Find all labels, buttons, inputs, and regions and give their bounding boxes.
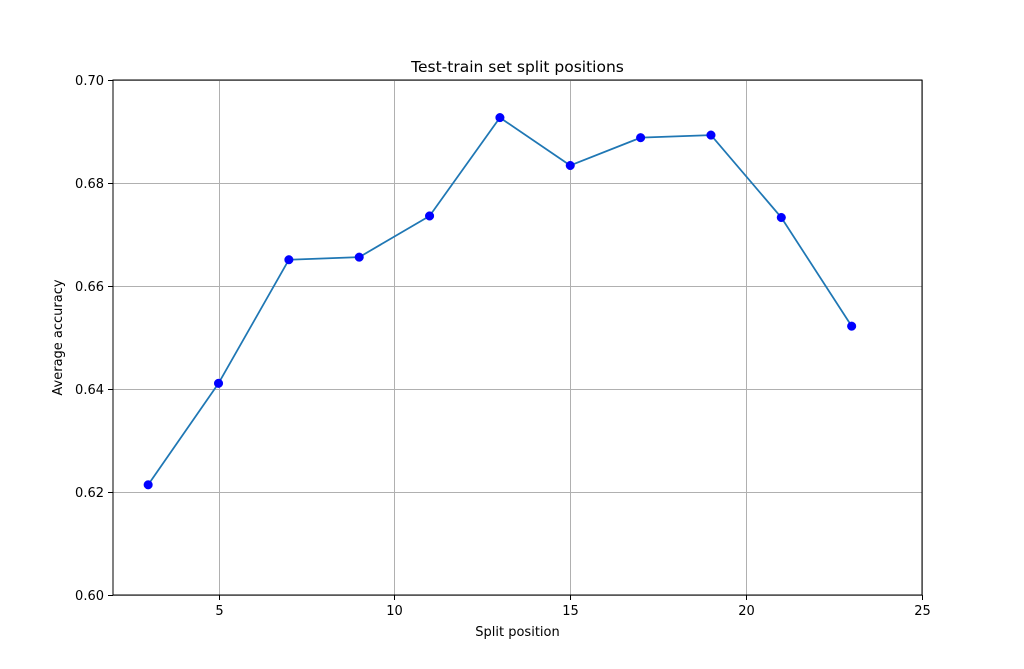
data-point [354, 252, 364, 262]
data-point [636, 133, 646, 143]
data-point [565, 160, 575, 171]
data-point [284, 255, 294, 265]
x-axis-label: Split position [475, 625, 559, 640]
x-tick-label: 10 [386, 604, 403, 619]
x-tick-label: 15 [562, 604, 579, 619]
y-tick-label: 0.62 [75, 486, 104, 501]
data-point [425, 211, 435, 221]
y-tick-label: 0.68 [75, 177, 104, 192]
data-point [213, 378, 224, 388]
chart-title: Test-train set split positions [410, 58, 624, 76]
axis-ticks: 5 10 15 20 25 0.60 0.62 0.64 0.66 0.68 0.70 [75, 74, 931, 619]
data-point [706, 130, 716, 140]
y-tick-label: 0.66 [75, 280, 104, 295]
data-point [495, 113, 505, 123]
x-tick-label: 5 [215, 604, 223, 619]
y-tick-label: 0.70 [75, 74, 104, 89]
y-axis-label: Average accuracy [51, 279, 66, 395]
y-tick-label: 0.60 [75, 589, 104, 604]
plot-frame [112, 79, 923, 596]
data-point [143, 480, 153, 490]
series-layer [143, 113, 857, 490]
y-tick-label: 0.64 [75, 383, 104, 398]
x-tick-label: 25 [914, 604, 931, 619]
data-point [776, 212, 786, 223]
data-point [847, 321, 857, 331]
x-tick-label: 20 [738, 604, 755, 619]
